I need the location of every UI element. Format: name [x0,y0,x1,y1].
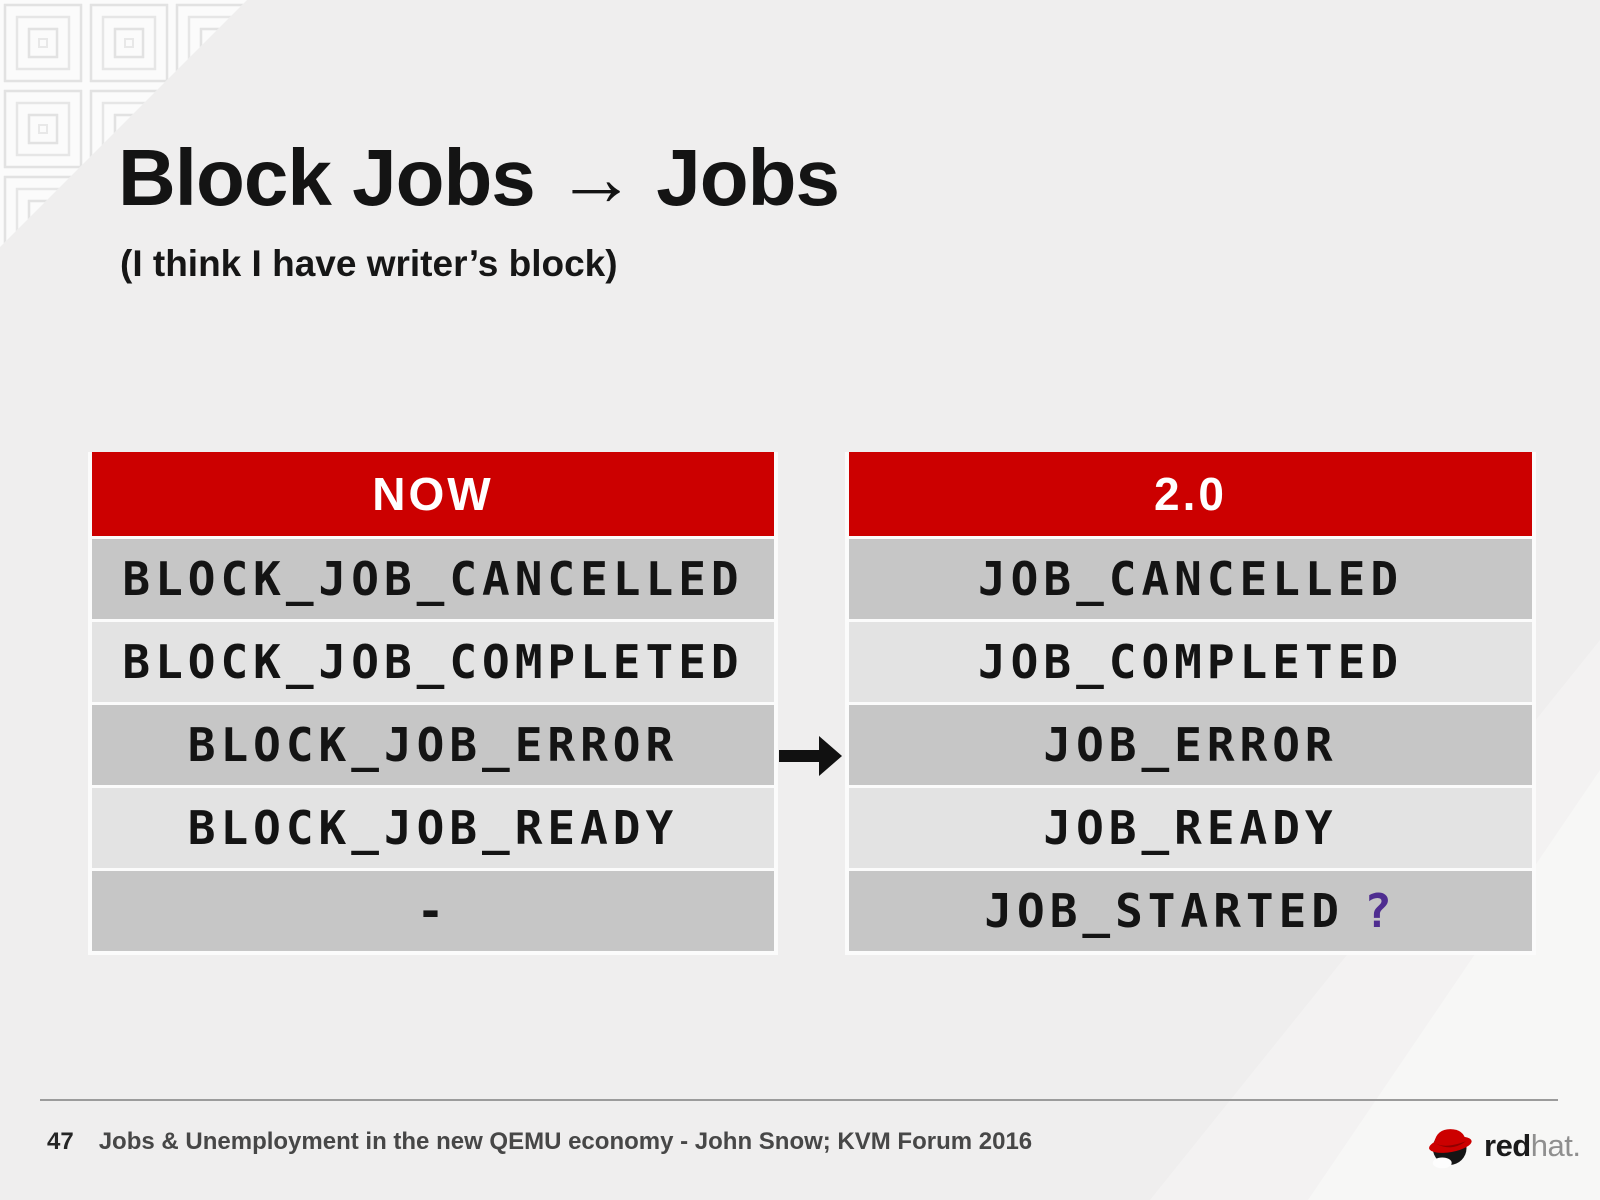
table-now-header: NOW [92,452,774,536]
redhat-logo: redhat. [1424,1122,1581,1170]
table-2-0-header: 2.0 [849,452,1532,536]
table-row: JOB_COMPLETED [849,622,1532,702]
question-mark: ? [1363,884,1397,938]
event-name: JOB_ERROR [1043,718,1338,772]
event-name: BLOCK_JOB_READY [187,801,679,855]
footer: 47 Jobs & Unemployment in the new QEMU ec… [47,1128,1032,1156]
footer-divider [40,1099,1558,1101]
event-name: BLOCK_JOB_CANCELLED [122,552,744,606]
table-row: JOB_READY [849,788,1532,868]
table-row: - [92,871,774,951]
footer-text: Jobs & Unemployment in the new QEMU econ… [98,1128,1033,1155]
page-subtitle: (I think I have writer’s block) [120,243,618,284]
table-row: BLOCK_JOB_ERROR [92,705,774,785]
event-name: JOB_COMPLETED [977,635,1404,689]
redhat-logo-text: redhat. [1484,1128,1581,1164]
redhat-hat-icon [1429,1129,1472,1169]
page-title: Block Jobs → Jobs [118,133,840,222]
arrow-right-icon [779,736,842,776]
table-row: BLOCK_JOB_COMPLETED [92,622,774,702]
event-name: BLOCK_JOB_COMPLETED [122,635,744,689]
table-row: BLOCK_JOB_READY [92,788,774,868]
table-row: JOB_ERROR [849,705,1532,785]
event-name: BLOCK_JOB_ERROR [187,718,679,772]
table-row: BLOCK_JOB_CANCELLED [92,539,774,619]
table-2-0: 2.0 JOB_CANCELLED JOB_COMPLETED JOB_ERRO… [845,452,1536,955]
table-now: NOW BLOCK_JOB_CANCELLED BLOCK_JOB_COMPLE… [88,452,778,955]
corner-squares-pattern [0,0,247,247]
page-number: 47 [47,1128,74,1155]
event-name: - [416,884,450,938]
event-name: JOB_CANCELLED [977,552,1404,606]
table-row: JOB_CANCELLED [849,539,1532,619]
event-name: JOB_STARTED [984,884,1344,938]
logo-word-hat: hat. [1530,1128,1581,1163]
logo-word-red: red [1484,1128,1531,1163]
event-name: JOB_READY [1043,801,1338,855]
table-row: JOB_STARTED? [849,871,1532,951]
